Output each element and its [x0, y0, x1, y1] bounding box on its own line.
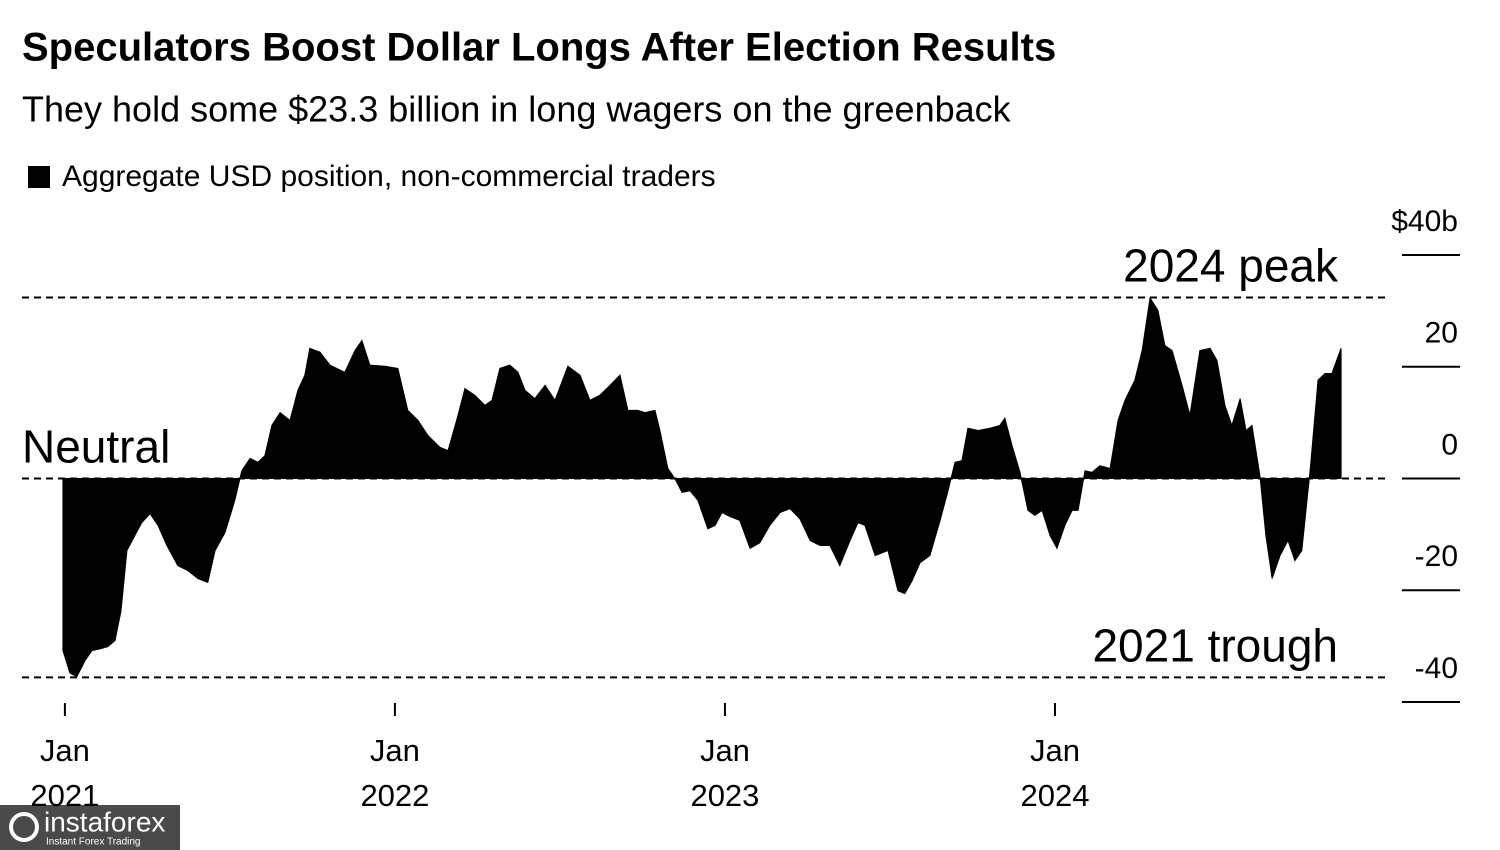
reference-label: 2024 peak — [1123, 240, 1339, 292]
watermark-name: instaforex — [44, 806, 165, 837]
reference-label: 2021 trough — [1092, 620, 1338, 672]
y-tick-label: 0 — [1441, 428, 1458, 461]
reference-label: Neutral — [22, 421, 170, 473]
y-tick-label: $40b — [1391, 205, 1458, 238]
area — [62, 296, 1342, 678]
watermark-box — [0, 805, 180, 850]
watermark-icon — [9, 812, 39, 842]
legend-label: Aggregate USD position, non-commercial t… — [62, 160, 716, 193]
watermark-tagline: Instant Forex Trading — [46, 837, 141, 848]
x-tick-label: Jan 2022 — [360, 733, 430, 813]
chart-title: Speculators Boost Dollar Longs After Ele… — [22, 26, 1056, 70]
x-tick-label: Jan 2024 — [1020, 733, 1090, 813]
chart-subtitle: They hold some $23.3 billion in long wag… — [22, 89, 1012, 130]
legend-swatch — [28, 166, 50, 188]
y-tick-label: 20 — [1425, 317, 1458, 350]
y-tick-label: -40 — [1415, 652, 1458, 685]
y-tick-label: -20 — [1415, 540, 1458, 573]
x-tick-label: Jan 2023 — [690, 733, 760, 813]
x-tick-label: Jan 2021 — [30, 733, 100, 813]
